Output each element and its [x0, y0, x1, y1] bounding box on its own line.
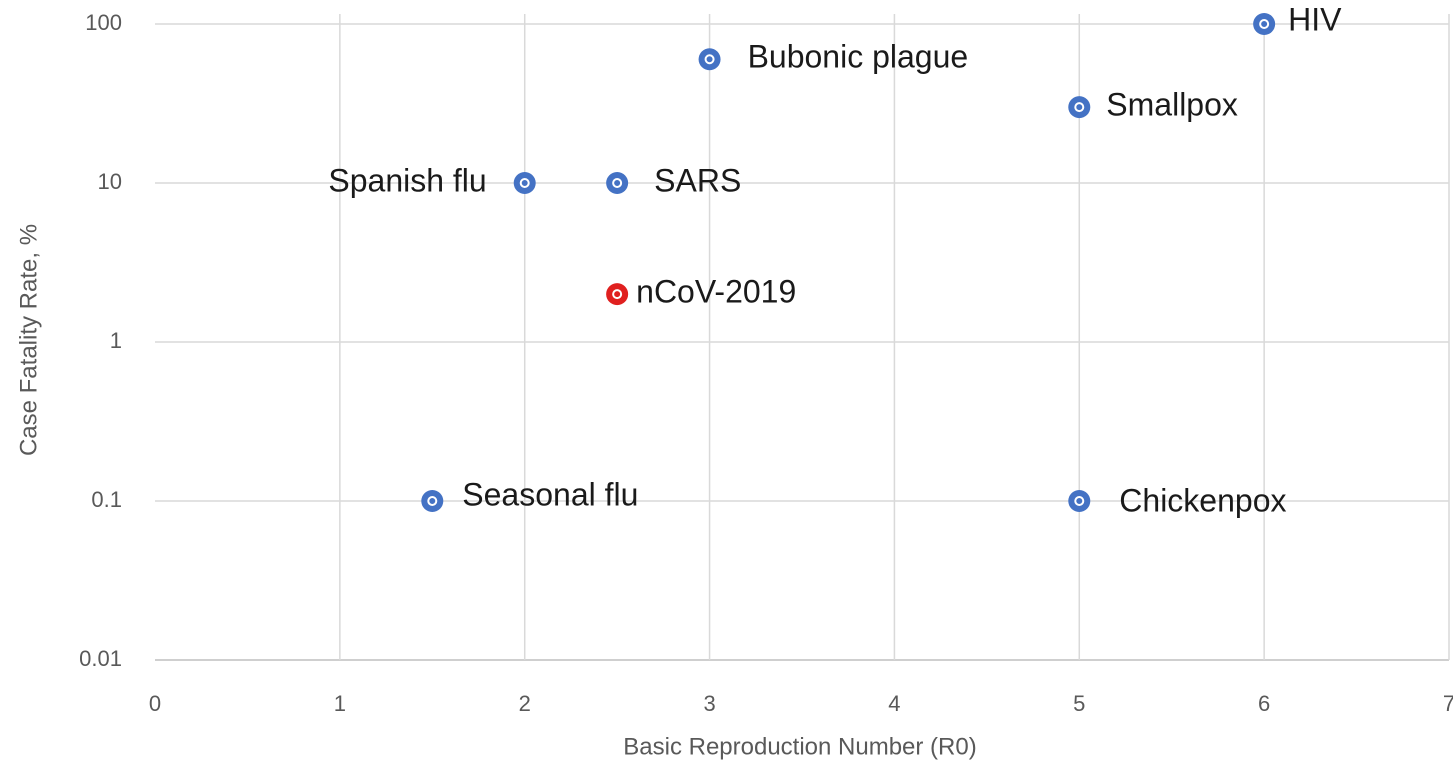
marker-center	[1074, 102, 1085, 113]
marker	[698, 48, 721, 71]
marker-center	[612, 178, 623, 188]
marker	[1253, 13, 1276, 35]
point-label: Smallpox	[1106, 87, 1238, 123]
y-tick-label: 0.1	[91, 487, 122, 512]
marker	[606, 283, 629, 306]
x-tick-label: 1	[334, 691, 346, 716]
y-tick-label: 0.01	[79, 646, 122, 671]
x-tick-label: 7	[1443, 691, 1453, 716]
marker-center	[427, 496, 438, 506]
marker-center	[519, 178, 530, 188]
y-tick-label: 10	[98, 169, 122, 194]
point-label: Spanish flu	[328, 162, 486, 198]
y-tick-label: 1	[110, 328, 122, 353]
x-tick-label: 5	[1073, 691, 1085, 716]
x-tick-label: 4	[888, 691, 900, 716]
point-label: Chickenpox	[1119, 482, 1286, 518]
point-label: Seasonal flu	[462, 476, 638, 512]
marker	[606, 172, 629, 194]
marker-center	[1259, 19, 1270, 29]
point-label: HIV	[1288, 1, 1342, 37]
x-tick-label: 6	[1258, 691, 1270, 716]
y-tick-label: 100	[85, 10, 122, 35]
marker	[1068, 490, 1091, 512]
x-tick-label: 2	[519, 691, 531, 716]
point-label: nCoV-2019	[636, 274, 796, 310]
x-tick-label: 3	[703, 691, 715, 716]
marker	[513, 172, 536, 194]
marker-center	[1074, 496, 1085, 506]
marker	[421, 490, 444, 512]
x-axis-title: Basic Reproduction Number (R0)	[623, 733, 976, 760]
y-axis-title: Case Fatality Rate, %	[15, 224, 42, 456]
point-label: SARS	[654, 162, 741, 198]
marker-center	[612, 289, 623, 300]
marker-center	[704, 54, 715, 65]
point-label: Bubonic plague	[748, 39, 969, 75]
marker	[1068, 96, 1091, 119]
x-tick-label: 0	[149, 691, 161, 716]
